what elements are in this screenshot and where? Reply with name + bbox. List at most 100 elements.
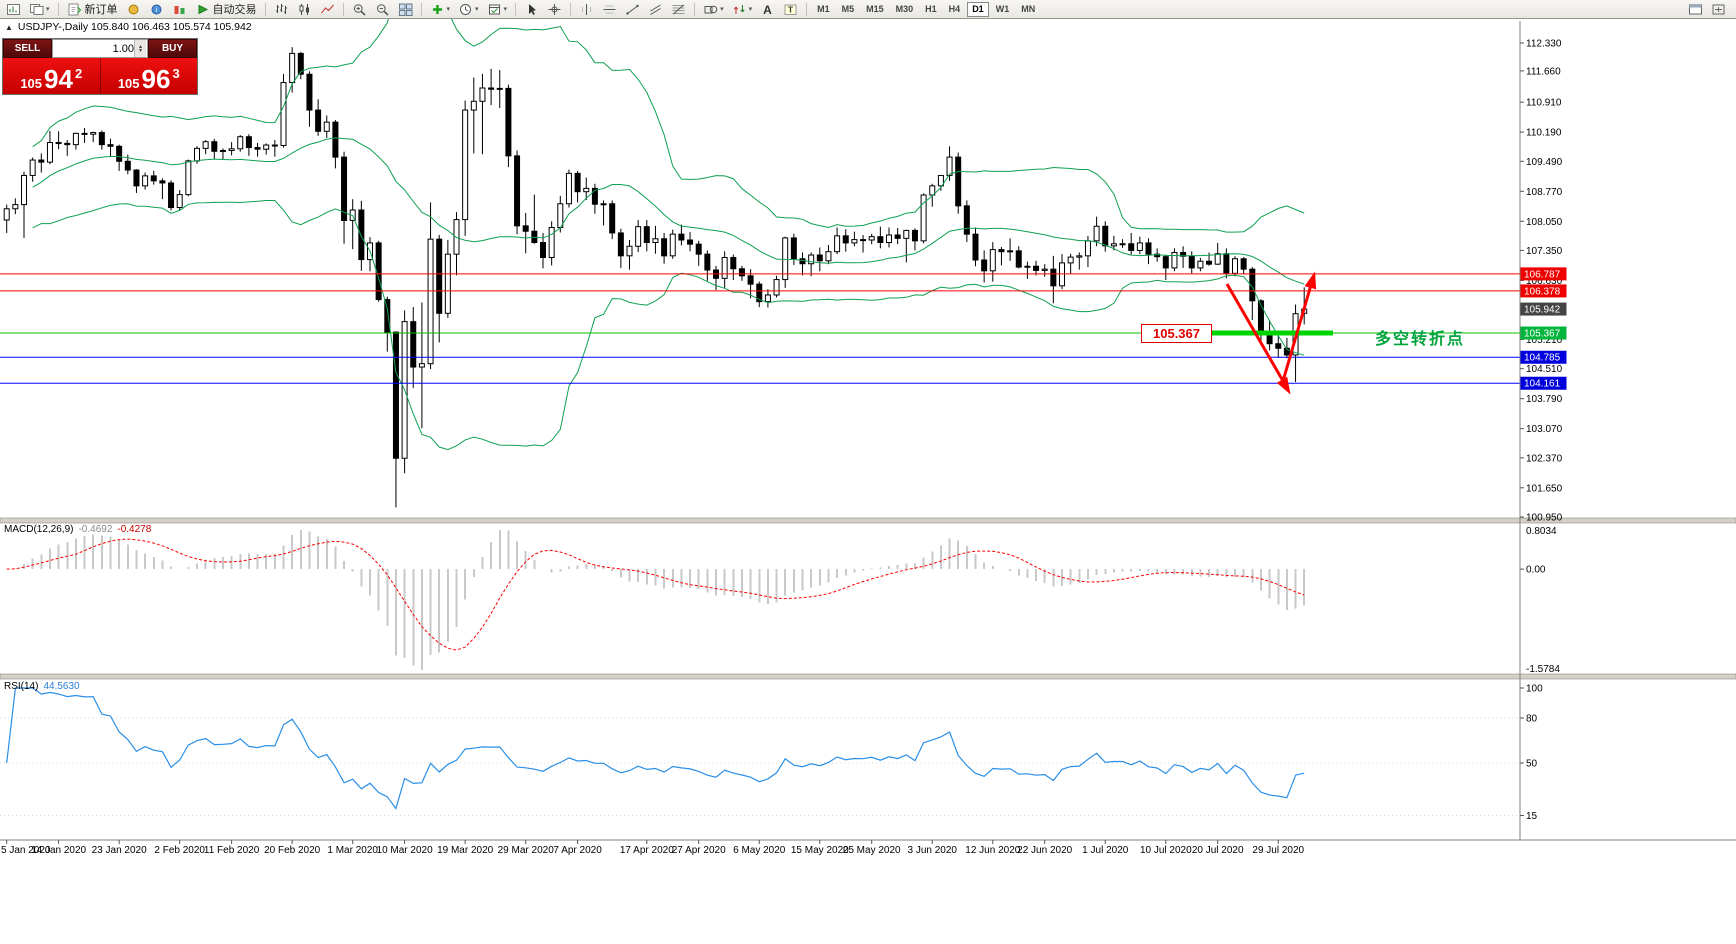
shapes-icon [703, 3, 718, 16]
cursor-button[interactable] [521, 1, 542, 17]
pane-separator-macd[interactable] [0, 517, 1736, 524]
docking-button[interactable] [1685, 1, 1706, 17]
timeframe-m1[interactable]: M1 [812, 2, 835, 17]
trendline-icon [625, 3, 640, 16]
fullscreen-button[interactable] [1708, 1, 1729, 17]
crosshair-button[interactable] [544, 1, 565, 17]
autotrading-button[interactable]: 自动交易 [192, 1, 260, 17]
svg-text:7 Apr 2020: 7 Apr 2020 [553, 845, 602, 856]
trend-arrows[interactable] [1225, 270, 1321, 398]
bar-chart-icon [274, 3, 289, 16]
docking-icon [1688, 3, 1703, 16]
candlestick-chart-button[interactable] [294, 1, 315, 17]
timeframe-h4[interactable]: H4 [944, 2, 966, 17]
trendline-button[interactable] [622, 1, 643, 17]
price-marker-106378 [1520, 284, 1567, 298]
svg-text:3 Jun 2020: 3 Jun 2020 [908, 845, 958, 856]
bollinger-middle-band [32, 137, 1305, 285]
macd-name: MACD(12,26,9) [4, 524, 74, 535]
channel-icon [648, 3, 663, 16]
new-chart-button[interactable] [3, 1, 24, 17]
svg-text:11 Feb 2020: 11 Feb 2020 [204, 845, 260, 856]
bollinger-bands [32, 0, 1305, 451]
shapes-button[interactable]: ▾ [700, 1, 727, 17]
alerts-icon [126, 3, 141, 16]
sell-button[interactable]: SELL [3, 39, 52, 58]
toolbar-separator [342, 2, 344, 16]
svg-text:27 Apr 2020: 27 Apr 2020 [672, 845, 726, 856]
svg-text:100.950: 100.950 [1526, 512, 1563, 523]
timeframe-m15[interactable]: M15 [861, 2, 889, 17]
spinner-down-icon[interactable]: ▾ [138, 47, 142, 54]
svg-text:107.350: 107.350 [1526, 246, 1563, 257]
spinner-up-icon[interactable]: ▴ [138, 43, 142, 50]
templates-button[interactable]: ▾ [484, 1, 511, 17]
price-divider [99, 58, 101, 94]
macd-pane [6, 530, 1306, 670]
channel-button[interactable] [645, 1, 666, 17]
timeframe-m5[interactable]: M5 [837, 2, 860, 17]
price-axis[interactable]: 112.330 111.660 110.910 110.190 109.490 108.7… [1519, 21, 1567, 840]
indicator-axis[interactable]: 0.8034 0.00 -1.5784 100 80 50 15 [1520, 526, 1560, 822]
buy-price[interactable]: 105 96 3 [101, 58, 198, 94]
svg-text:103.790: 103.790 [1526, 394, 1563, 405]
timeframe-m30[interactable]: M30 [891, 2, 919, 17]
text-button[interactable]: A [757, 1, 778, 17]
autotrading-icon [195, 3, 210, 16]
text-label-button[interactable]: T [780, 1, 801, 17]
zoom-out-button[interactable] [372, 1, 393, 17]
community-icon: i [149, 3, 164, 16]
rsi-value: 44.5630 [43, 681, 80, 692]
pane-separator-rsi[interactable] [0, 673, 1736, 680]
toolbar-separator [570, 2, 572, 16]
community-button[interactable]: i [146, 1, 167, 17]
timeframe-w1[interactable]: W1 [991, 2, 1015, 17]
vertical-line-button[interactable] [576, 1, 597, 17]
timeframe-group: M1 M5 M15 M30 H1 H4 D1 W1 MN [811, 1, 1041, 17]
alerts-button[interactable] [123, 1, 144, 17]
indicators-button[interactable]: ▾ [427, 1, 454, 17]
volume-field[interactable]: 1.00 ▴ ▾ [52, 39, 148, 58]
turning-point-price-label[interactable]: 105.367 [1141, 324, 1212, 343]
volume-value[interactable]: 1.00 [112, 42, 134, 55]
sell-price-prefix: 105 [20, 76, 43, 91]
buy-button[interactable]: BUY [148, 39, 197, 58]
bar-chart-button[interactable] [271, 1, 292, 17]
turning-point-annotation[interactable]: 多空转折点 [1375, 331, 1466, 348]
timeframe-mn[interactable]: MN [1016, 2, 1040, 17]
one-click-collapse-icon[interactable]: ▲ [5, 22, 13, 32]
macd-value-signal: -0.4278 [117, 524, 152, 535]
line-chart-icon [320, 3, 335, 16]
timeframe-d1[interactable]: D1 [967, 1, 989, 17]
new-order-button[interactable]: 新订单 [64, 1, 121, 17]
timeframe-h1[interactable]: H1 [920, 2, 942, 17]
one-click-trading-panel: SELL 1.00 ▴ ▾ BUY 105 94 2 105 96 3 [2, 38, 198, 95]
svg-text:106.787: 106.787 [1524, 269, 1561, 280]
arrows-button[interactable]: ▾ [729, 1, 756, 17]
tile-windows-button[interactable] [395, 1, 416, 17]
templates-icon [487, 3, 502, 16]
line-chart-button[interactable] [317, 1, 338, 17]
rsi-line [6, 687, 1305, 810]
fibonacci-button[interactable] [668, 1, 689, 17]
market-button[interactable] [169, 1, 190, 17]
svg-text:108.050: 108.050 [1526, 217, 1563, 228]
horizontal-line-button[interactable] [599, 1, 620, 17]
price-marker-105367 [1520, 326, 1567, 340]
periods-button[interactable]: ▾ [455, 1, 482, 17]
toolbar-separator [420, 2, 422, 16]
sell-price[interactable]: 105 94 2 [3, 58, 100, 94]
tile-windows-icon [398, 3, 413, 16]
zoom-in-button[interactable] [349, 1, 370, 17]
cursor-icon [524, 3, 539, 16]
svg-text:5 Jan 2020: 5 Jan 2020 [1, 845, 51, 856]
svg-text:15: 15 [1526, 811, 1538, 822]
chart-profiles-button[interactable]: ▾ [26, 1, 53, 17]
new-order-icon [67, 3, 82, 16]
volume-spinner[interactable]: ▴ ▾ [134, 40, 146, 57]
svg-text:T: T [788, 4, 794, 14]
svg-text:20 Jul 2020: 20 Jul 2020 [1192, 845, 1244, 856]
macd-indicator-label: MACD(12,26,9) -0.4692 -0.4278 [4, 524, 151, 535]
svg-text:110.910: 110.910 [1526, 98, 1562, 109]
